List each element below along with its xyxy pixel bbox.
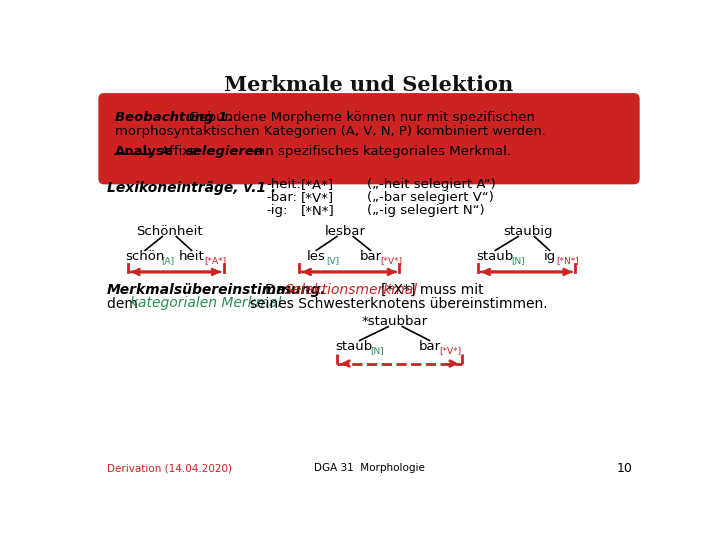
Text: Merkmalsübereinstimmung.: Merkmalsübereinstimmung. (107, 282, 327, 296)
Text: staub: staub (477, 250, 514, 263)
Text: bar: bar (419, 340, 441, 353)
Text: . Affixe: . Affixe (152, 145, 202, 158)
Text: („-bar selegiert V“): („-bar selegiert V“) (367, 191, 495, 204)
Text: DGA 31  Morphologie: DGA 31 Morphologie (314, 463, 424, 473)
Text: [*A*]: [*A*] (301, 178, 334, 191)
Text: *staubbar: *staubbar (361, 315, 428, 328)
Text: les: les (307, 250, 325, 263)
Text: [*V*]: [*V*] (301, 191, 334, 204)
Text: [*N*]: [*N*] (301, 204, 335, 217)
Text: Selektionsmerkmal: Selektionsmerkmal (285, 282, 418, 296)
Text: [*V*]: [*V*] (380, 256, 402, 265)
Text: morphosyntaktischen Kategorien (A, V, N, P) kombiniert werden.: morphosyntaktischen Kategorien (A, V, N,… (114, 125, 546, 138)
Text: Gebundene Morpheme können nur mit spezifischen: Gebundene Morpheme können nur mit spezif… (189, 111, 535, 124)
Text: Analyse: Analyse (114, 145, 174, 158)
Text: -bar:: -bar: (266, 191, 297, 204)
Text: [A]: [A] (161, 256, 174, 265)
Text: [*X*] muss mit: [*X*] muss mit (381, 282, 483, 296)
Text: -heit:: -heit: (266, 178, 302, 191)
FancyBboxPatch shape (100, 95, 638, 183)
Text: [*V*]: [*V*] (438, 346, 461, 355)
Text: -ig:: -ig: (266, 204, 288, 217)
Text: kategorialen Merkmal: kategorialen Merkmal (130, 296, 282, 310)
Text: [*N*]: [*N*] (556, 256, 579, 265)
Text: [N]: [N] (512, 256, 526, 265)
Text: ig: ig (544, 250, 556, 263)
Text: 10: 10 (616, 462, 632, 475)
Text: („-heit selegiert A“): („-heit selegiert A“) (367, 178, 496, 191)
Text: schön: schön (125, 250, 165, 263)
Text: seines Schwesterknotens übereinstimmen.: seines Schwesterknotens übereinstimmen. (251, 296, 548, 310)
Text: [V]: [V] (326, 256, 339, 265)
Text: [*A*]: [*A*] (204, 256, 227, 265)
Text: selegieren: selegieren (186, 145, 264, 158)
Text: Schönheit: Schönheit (137, 225, 203, 238)
Text: ein spezifisches kategoriales Merkmal.: ein spezifisches kategoriales Merkmal. (249, 145, 511, 158)
Text: staubig: staubig (503, 225, 553, 238)
Text: [N]: [N] (371, 346, 384, 355)
Text: („-ig selegiert N“): („-ig selegiert N“) (367, 204, 485, 217)
Text: lesbar: lesbar (325, 225, 366, 238)
Text: heit: heit (179, 250, 204, 263)
Text: Beobachtung 1.: Beobachtung 1. (114, 111, 233, 124)
Text: Derivation (14.04.2020): Derivation (14.04.2020) (107, 463, 232, 473)
Text: bar: bar (359, 250, 382, 263)
Text: Lexikoneinträge, v.1 .: Lexikoneinträge, v.1 . (107, 181, 276, 195)
Text: dem: dem (107, 296, 143, 310)
Text: Das: Das (265, 282, 296, 296)
Text: staub: staub (336, 340, 373, 353)
Text: Merkmale und Selektion: Merkmale und Selektion (225, 75, 513, 95)
